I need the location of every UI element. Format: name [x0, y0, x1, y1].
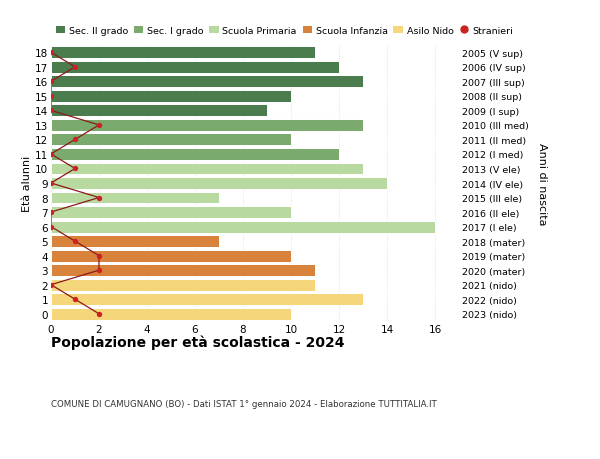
Bar	[51, 178, 387, 190]
Point	[46, 50, 56, 57]
Bar	[51, 149, 339, 161]
Bar	[51, 192, 219, 204]
Point	[70, 165, 80, 173]
Bar	[51, 265, 315, 276]
Point	[46, 180, 56, 187]
Text: COMUNE DI CAMUGNANO (BO) - Dati ISTAT 1° gennaio 2024 - Elaborazione TUTTITALIA.: COMUNE DI CAMUGNANO (BO) - Dati ISTAT 1°…	[51, 399, 437, 409]
Bar	[51, 76, 363, 88]
Bar	[51, 120, 363, 132]
Y-axis label: Età alunni: Età alunni	[22, 156, 32, 212]
Bar	[51, 221, 435, 233]
Bar	[51, 250, 291, 262]
Bar	[51, 207, 291, 218]
Point	[46, 281, 56, 289]
Point	[70, 136, 80, 144]
Bar	[51, 163, 363, 175]
Point	[46, 224, 56, 231]
Y-axis label: Anni di nascita: Anni di nascita	[537, 142, 547, 225]
Bar	[51, 62, 339, 73]
Bar	[51, 235, 219, 247]
Bar	[51, 91, 291, 102]
Legend: Sec. II grado, Sec. I grado, Scuola Primaria, Scuola Infanzia, Asilo Nido, Stran: Sec. II grado, Sec. I grado, Scuola Prim…	[56, 27, 513, 36]
Point	[94, 252, 104, 260]
Bar	[51, 294, 363, 306]
Bar	[51, 105, 267, 117]
Point	[94, 122, 104, 129]
Point	[94, 267, 104, 274]
Point	[46, 151, 56, 158]
Bar	[51, 279, 315, 291]
Point	[94, 195, 104, 202]
Bar	[51, 134, 291, 146]
Point	[70, 64, 80, 71]
Point	[70, 238, 80, 245]
Point	[94, 310, 104, 318]
Point	[70, 296, 80, 303]
Point	[46, 78, 56, 86]
Bar	[51, 308, 291, 320]
Point	[46, 107, 56, 115]
Point	[46, 209, 56, 216]
Text: Popolazione per età scolastica - 2024: Popolazione per età scolastica - 2024	[51, 335, 344, 350]
Point	[46, 93, 56, 101]
Bar	[51, 47, 315, 59]
